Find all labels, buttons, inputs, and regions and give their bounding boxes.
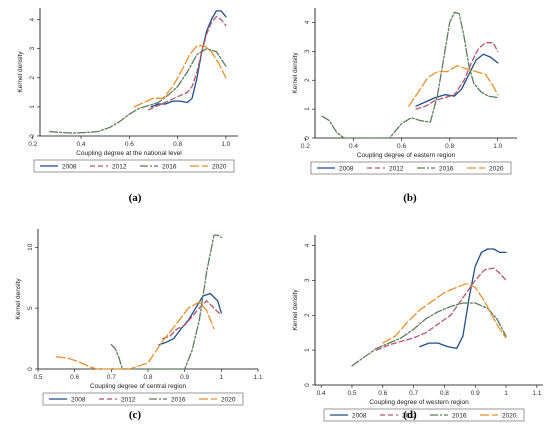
legend-box	[323, 408, 525, 422]
x-tick-label: 0.7	[107, 374, 116, 381]
series-line-2016	[110, 234, 222, 370]
legend-label-2020: 2020	[489, 165, 504, 172]
legend-label-2016: 2016	[162, 163, 177, 170]
legend-label-2012: 2012	[389, 165, 404, 172]
y-tick-label: 3	[29, 47, 36, 51]
x-tick-label: 0.6	[378, 390, 387, 397]
legend-label-2012: 2012	[121, 396, 136, 403]
series-line-2008	[415, 53, 499, 107]
y-tick-label: 3	[304, 49, 311, 53]
x-tick-label: 1.1	[253, 374, 262, 381]
x-tick-label: 0.4	[317, 390, 326, 397]
y-tick-label: 1	[29, 105, 36, 109]
x-axis-label: Coupling degree at the national level	[76, 150, 182, 157]
series-line-2016	[351, 302, 507, 367]
x-tick-label: 1	[220, 374, 224, 381]
x-tick-label: 0.8	[445, 143, 454, 150]
x-tick-label: 0.8	[143, 374, 152, 381]
legend-label-2020: 2020	[502, 412, 517, 419]
legend-label-2020: 2020	[212, 163, 227, 170]
legend-box	[310, 161, 512, 175]
y-tick-label: 2	[304, 78, 311, 82]
series-line-2020	[382, 283, 507, 344]
x-tick-label: 1.1	[532, 390, 541, 397]
x-axis-label: Coupling degree of central region	[90, 383, 187, 390]
y-tick-label: 4	[29, 17, 36, 21]
series-line-2008	[150, 10, 227, 108]
legend-label-2012: 2012	[112, 163, 127, 170]
y-axis-label: Kernel density	[15, 278, 22, 320]
legend-box	[42, 392, 244, 406]
legend-label-2008: 2008	[71, 396, 86, 403]
y-tick-label: 1	[304, 348, 311, 352]
kernel-density-chart-eastern: 0.2 0.4 0.6 0.8 1.0 0 1 2 3 4 Coupling degree of e…	[292, 8, 517, 175]
x-tick-label: 0.7	[409, 390, 418, 397]
kernel-density-chart-central: 0.5 0.6 0.7 0.8 0.9 1 1.1 0 5 10 Coupling degree o…	[15, 229, 263, 406]
y-tick-label: 2	[29, 76, 36, 80]
caption-b: (b)	[403, 192, 417, 204]
series-line-2012	[148, 16, 227, 111]
legend-label-2008: 2008	[339, 165, 354, 172]
x-tick-label: 0.2	[301, 143, 310, 150]
chart-panel-d: 0.4 0.5 0.6 0.7 0.8 0.9 1 1.1 0 1 2 3 4 Coupling degr…	[275, 215, 550, 430]
y-axis-label: Kernel density	[292, 289, 299, 331]
y-tick-label: 0	[304, 383, 311, 387]
legend-label-2020: 2020	[221, 396, 236, 403]
x-tick-label: 0.6	[125, 141, 134, 148]
y-axis-label: Kernel density	[17, 51, 24, 93]
kernel-density-chart-national: 0.2 0.4 0.6 0.8 1.0 0 1 2 3 4 Coupling degree at t…	[17, 8, 238, 173]
x-tick-label: 0.4	[349, 143, 358, 150]
y-tick-label: 4	[304, 20, 311, 24]
legend-label-2012: 2012	[402, 412, 417, 419]
x-tick-label: 0.6	[70, 374, 79, 381]
x-tick-label: 0.8	[440, 390, 449, 397]
legend-label-2008: 2008	[62, 163, 77, 170]
series-line-2008	[158, 292, 222, 346]
kernel-density-chart-western: 0.4 0.5 0.6 0.7 0.8 0.9 1 1.1 0 1 2 3 4 Coupling degr…	[292, 235, 543, 422]
legend-label-2016: 2016	[439, 165, 454, 172]
y-tick-label: 5	[27, 306, 34, 310]
chart-panel-b: 0.2 0.4 0.6 0.8 1.0 0 1 2 3 4 Coupling degree of e…	[275, 0, 550, 215]
legend-box	[33, 159, 235, 173]
y-tick-label: 10	[27, 243, 34, 251]
x-tick-label: 1.0	[493, 143, 502, 150]
x-axis-label: Coupling degree of western region	[369, 399, 469, 406]
series-line-2012	[415, 42, 499, 110]
caption-d: (d)	[403, 409, 417, 421]
x-tick-label: 0.5	[33, 374, 42, 381]
series-line-2020	[408, 65, 499, 107]
series-line-2020	[55, 301, 215, 370]
legend-label-2008: 2008	[352, 412, 367, 419]
x-tick-label: 1	[504, 390, 508, 397]
series-line-2016	[321, 11, 499, 139]
x-tick-label: 0.8	[173, 141, 182, 148]
x-tick-label: 0.4	[77, 141, 86, 148]
y-tick-label: 4	[304, 243, 311, 247]
caption-a: (a)	[128, 192, 142, 204]
series-line-2008	[419, 248, 507, 350]
y-tick-label: 1	[304, 107, 311, 111]
y-axis-label: Kernel density	[292, 52, 299, 94]
x-tick-label: 0.6	[397, 143, 406, 150]
x-axis-label: Coupling degree of eastern region	[357, 152, 456, 159]
series-line-2016	[49, 48, 227, 134]
y-tick-label: 2	[304, 313, 311, 317]
x-tick-label: 0.9	[471, 390, 480, 397]
x-tick-label: 0.5	[347, 390, 356, 397]
y-tick-label: 3	[304, 278, 311, 282]
x-tick-label: 0.9	[180, 374, 189, 381]
legend-label-2016: 2016	[452, 412, 467, 419]
x-tick-label: 0.2	[28, 141, 37, 148]
series-line-2020	[133, 45, 227, 108]
x-tick-label: 1.0	[221, 141, 230, 148]
legend-label-2016: 2016	[171, 396, 186, 403]
chart-panel-a: 0.2 0.4 0.6 0.8 1.0 0 1 2 3 4 Coupling degree at t…	[0, 0, 275, 215]
y-tick-label: 0	[27, 367, 34, 371]
caption-c: (c)	[128, 409, 142, 421]
series-line-2012	[162, 300, 222, 340]
chart-panel-c: 0.5 0.6 0.7 0.8 0.9 1 1.1 0 5 10 Coupling degree o…	[0, 215, 275, 430]
series-line-2012	[375, 267, 507, 351]
y-tick-label: 0	[29, 134, 36, 138]
y-tick-label: 0	[304, 136, 311, 140]
